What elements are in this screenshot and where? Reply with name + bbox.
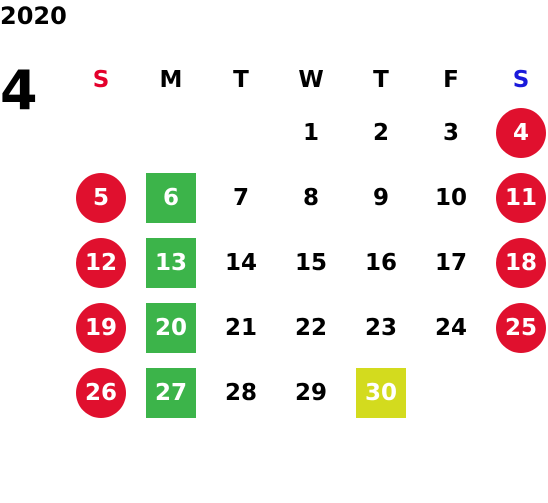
day-number: 2	[372, 119, 389, 146]
day-cell[interactable]: 9	[346, 165, 416, 230]
day-number: 23	[364, 314, 397, 341]
day-cell[interactable]: 3	[416, 100, 486, 165]
day-number: 8	[302, 184, 319, 211]
day-number: 11	[496, 172, 546, 223]
day-cell[interactable]: 20	[136, 295, 206, 360]
day-cell[interactable]: 24	[416, 295, 486, 360]
day-number: 22	[294, 314, 327, 341]
day-cell[interactable]: 13	[136, 230, 206, 295]
day-number: 12	[76, 237, 126, 288]
weeks-container: 1 2 3 4 5 6 7 8 9 10 11 12 13 14 15 16 17 18 19 20 21 22 23 24 2…	[66, 100, 548, 425]
day-cell[interactable]: 17	[416, 230, 486, 295]
day-cell[interactable]: 18	[486, 230, 548, 295]
day-number: 20	[146, 302, 196, 353]
weekday-saturday: S	[512, 67, 530, 93]
day-cell[interactable]: 8	[276, 165, 346, 230]
day-cell[interactable]: 11	[486, 165, 548, 230]
day-cell[interactable]: 1	[276, 100, 346, 165]
day-number: 16	[364, 249, 397, 276]
day-number: 27	[146, 367, 196, 418]
day-number: 4	[496, 107, 546, 158]
day-number: 30	[356, 367, 406, 418]
day-number: 26	[76, 367, 126, 418]
day-cell[interactable]: 16	[346, 230, 416, 295]
weekday-sunday: S	[92, 67, 110, 93]
day-cell[interactable]: 5	[66, 165, 136, 230]
day-cell[interactable]: 28	[206, 360, 276, 425]
week-row: 19 20 21 22 23 24 25	[66, 295, 548, 360]
day-cell[interactable]: 23	[346, 295, 416, 360]
day-cell[interactable]: 15	[276, 230, 346, 295]
day-number: 15	[294, 249, 327, 276]
day-number: 24	[434, 314, 467, 341]
day-cell[interactable]: 2	[346, 100, 416, 165]
day-cell[interactable]: 4	[486, 100, 548, 165]
day-cell[interactable]: 25	[486, 295, 548, 360]
day-cell[interactable]: 30	[346, 360, 416, 425]
day-cell[interactable]: 14	[206, 230, 276, 295]
day-cell[interactable]: 12	[66, 230, 136, 295]
day-cell[interactable]: 26	[66, 360, 136, 425]
day-number: 5	[76, 172, 126, 223]
day-number: 21	[224, 314, 257, 341]
day-cell[interactable]: 27	[136, 360, 206, 425]
day-number: 9	[372, 184, 389, 211]
weekday-thursday: T	[373, 67, 389, 93]
day-cell[interactable]: 10	[416, 165, 486, 230]
weekday-monday: M	[159, 67, 183, 93]
day-cell[interactable]: 19	[66, 295, 136, 360]
day-number: 18	[496, 237, 546, 288]
weekday-header-row: S M T W T F S	[66, 60, 548, 100]
day-cell[interactable]: 6	[136, 165, 206, 230]
weekday-friday: F	[443, 67, 459, 93]
day-cell[interactable]: 22	[276, 295, 346, 360]
day-number: 13	[146, 237, 196, 288]
day-number: 7	[232, 184, 249, 211]
week-row: 1 2 3 4	[66, 100, 548, 165]
day-number: 28	[224, 379, 257, 406]
week-row: 5 6 7 8 9 10 11	[66, 165, 548, 230]
day-cell[interactable]: 7	[206, 165, 276, 230]
day-cell[interactable]: 29	[276, 360, 346, 425]
day-cell[interactable]: 21	[206, 295, 276, 360]
day-number: 29	[294, 379, 327, 406]
year-label: 2020	[0, 2, 67, 30]
weekday-wednesday: W	[298, 67, 324, 93]
month-number: 4	[0, 59, 38, 122]
day-number: 6	[146, 172, 196, 223]
day-number: 17	[434, 249, 467, 276]
day-number: 14	[224, 249, 257, 276]
day-number: 3	[442, 119, 459, 146]
week-row: 26 27 28 29 30	[66, 360, 548, 425]
day-number: 1	[302, 119, 319, 146]
day-number: 19	[76, 302, 126, 353]
day-number: 25	[496, 302, 546, 353]
day-number: 10	[434, 184, 467, 211]
calendar-grid: S M T W T F S 1 2 3 4 5 6 7 8 9 10 11 12 13 14 15 16 17 1…	[66, 60, 548, 425]
week-row: 12 13 14 15 16 17 18	[66, 230, 548, 295]
weekday-tuesday: T	[233, 67, 249, 93]
